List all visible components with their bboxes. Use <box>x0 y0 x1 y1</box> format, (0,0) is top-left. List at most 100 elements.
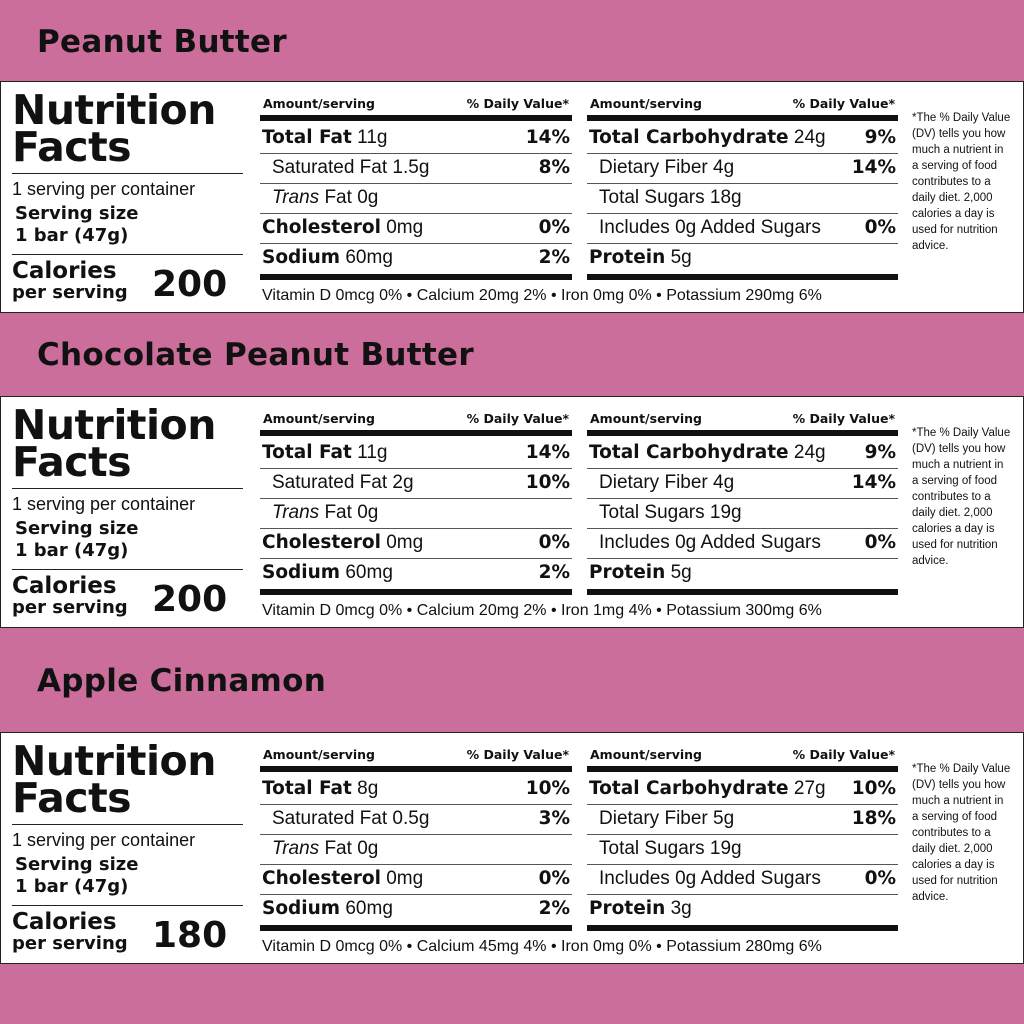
servings-per-container: 1 serving per container <box>12 179 196 199</box>
trans-label: Trans <box>272 502 320 523</box>
vitamins-minerals-line: Vitamin D 0mcg 0% • Calcium 45mg 4% • Ir… <box>262 938 822 955</box>
thin-rule <box>260 468 572 469</box>
thick-rule <box>260 274 572 280</box>
protein-label: Protein <box>589 898 666 919</box>
amount-serving-label: Amount/serving <box>263 411 375 426</box>
thin-rule <box>587 153 898 154</box>
saturated-fat-amount: 0.5g <box>392 808 430 829</box>
saturated-fat-row: Saturated Fat 1.5g 8% <box>260 153 572 183</box>
protein-row: Protein 5g <box>587 243 898 273</box>
thin-rule <box>260 834 572 835</box>
column-header: Amount/serving % Daily Value* <box>587 747 898 762</box>
trans-fat-amount: 0g <box>357 187 379 208</box>
flavor-title: Peanut Butter <box>37 24 287 60</box>
flavor-title: Apple Cinnamon <box>37 663 327 699</box>
added-sugars-row: Includes 0g Added Sugars 0% <box>587 528 898 558</box>
serving-size-value: 1 bar (47g) <box>15 876 129 897</box>
cholesterol-amount: 0mg <box>386 868 424 889</box>
includes-label: Includes <box>599 217 670 238</box>
added-sugars-label: Added Sugars <box>700 868 821 889</box>
thin-rule <box>587 243 898 244</box>
thick-rule <box>587 925 898 931</box>
saturated-fat-dv: 10% <box>525 472 570 493</box>
thick-rule <box>587 115 898 121</box>
added-sugars-amount: 0g <box>675 868 697 889</box>
added-sugars-label: Added Sugars <box>700 217 821 238</box>
nutrition-facts-panel: Nutrition Facts 1 serving per container … <box>0 732 1024 964</box>
thin-rule <box>260 558 572 559</box>
nutrition-facts-title: Nutrition Facts <box>12 90 243 171</box>
dietary-fiber-dv: 14% <box>851 157 896 178</box>
facts-word: Facts <box>12 123 132 171</box>
nutrient-column-left: Amount/serving % Daily Value* Total Fat … <box>260 397 572 597</box>
cholesterol-dv: 0% <box>538 217 570 238</box>
total-sugars-label: Total Sugars <box>599 838 705 859</box>
daily-value-label: % Daily Value* <box>466 747 569 762</box>
sodium-label: Sodium <box>262 562 341 583</box>
daily-value-footnote: *The % Daily Value (DV) tells you how mu… <box>912 112 1011 252</box>
total-sugars-row: Total Sugars 19g <box>587 498 898 528</box>
thick-rule <box>587 430 898 436</box>
nutrition-facts-panel: Nutrition Facts 1 serving per container … <box>0 81 1024 313</box>
cholesterol-label: Cholesterol <box>262 868 381 889</box>
saturated-fat-dv: 8% <box>538 157 570 178</box>
amount-serving-label: Amount/serving <box>590 747 702 762</box>
thin-rule <box>587 834 898 835</box>
thin-rule <box>260 498 572 499</box>
trans-fat-amount: 0g <box>357 502 379 523</box>
sodium-row: Sodium 60mg 2% <box>260 243 572 273</box>
trans-fat-row: Trans Fat 0g <box>260 498 572 528</box>
total-sugars-amount: 18g <box>709 187 742 208</box>
total-sugars-amount: 19g <box>709 838 742 859</box>
cholesterol-label: Cholesterol <box>262 217 381 238</box>
column-header: Amount/serving % Daily Value* <box>587 411 898 426</box>
trans-label: Trans <box>272 838 320 859</box>
fat-label: Fat <box>324 502 352 523</box>
total-fat-label: Total Fat <box>262 442 352 463</box>
serving-size: Serving size 1 bar (47g) <box>15 518 139 562</box>
calories-value: 200 <box>152 264 228 305</box>
flavor-title: Chocolate Peanut Butter <box>37 337 474 373</box>
added-sugars-dv: 0% <box>864 532 896 553</box>
nutrient-column-right: Amount/serving % Daily Value* Total Carb… <box>587 397 898 597</box>
added-sugars-amount: 0g <box>675 217 697 238</box>
protein-row: Protein 3g <box>587 894 898 924</box>
calories-label: Calories per serving <box>12 911 128 955</box>
saturated-fat-label: Saturated Fat <box>272 157 388 178</box>
total-carbohydrate-dv: 9% <box>864 442 896 463</box>
calories-word: Calories <box>12 258 117 284</box>
sodium-dv: 2% <box>538 247 570 268</box>
daily-value-footnote: *The % Daily Value (DV) tells you how mu… <box>912 763 1011 903</box>
facts-word: Facts <box>12 774 132 822</box>
serving-size-label: Serving size <box>15 203 139 224</box>
sodium-amount: 60mg <box>345 562 393 583</box>
total-sugars-amount: 19g <box>709 502 742 523</box>
dietary-fiber-row: Dietary Fiber 4g 14% <box>587 153 898 183</box>
thin-rule <box>260 243 572 244</box>
total-fat-dv: 14% <box>525 127 570 148</box>
serving-size-label: Serving size <box>15 518 139 539</box>
cholesterol-amount: 0mg <box>386 532 424 553</box>
serving-size-value: 1 bar (47g) <box>15 540 129 561</box>
cholesterol-row: Cholesterol 0mg 0% <box>260 528 572 558</box>
nutrition-facts-title: Nutrition Facts <box>12 405 243 486</box>
facts-word: Facts <box>12 438 132 486</box>
amount-serving-label: Amount/serving <box>590 411 702 426</box>
thin-rule <box>587 528 898 529</box>
total-fat-amount: 8g <box>357 778 379 799</box>
cholesterol-row: Cholesterol 0mg 0% <box>260 213 572 243</box>
cholesterol-dv: 0% <box>538 868 570 889</box>
trans-fat-row: Trans Fat 0g <box>260 834 572 864</box>
thick-rule <box>587 766 898 772</box>
dietary-fiber-dv: 18% <box>851 808 896 829</box>
total-fat-row: Total Fat 11g 14% <box>260 123 572 153</box>
amount-serving-label: Amount/serving <box>590 96 702 111</box>
sodium-amount: 60mg <box>345 898 393 919</box>
cholesterol-amount: 0mg <box>386 217 424 238</box>
thick-rule <box>260 766 572 772</box>
total-carbohydrate-label: Total Carbohydrate <box>589 127 789 148</box>
nutrient-column-right: Amount/serving % Daily Value* Total Carb… <box>587 82 898 282</box>
saturated-fat-dv: 3% <box>538 808 570 829</box>
servings-per-container: 1 serving per container <box>12 494 196 514</box>
daily-value-label: % Daily Value* <box>792 96 895 111</box>
